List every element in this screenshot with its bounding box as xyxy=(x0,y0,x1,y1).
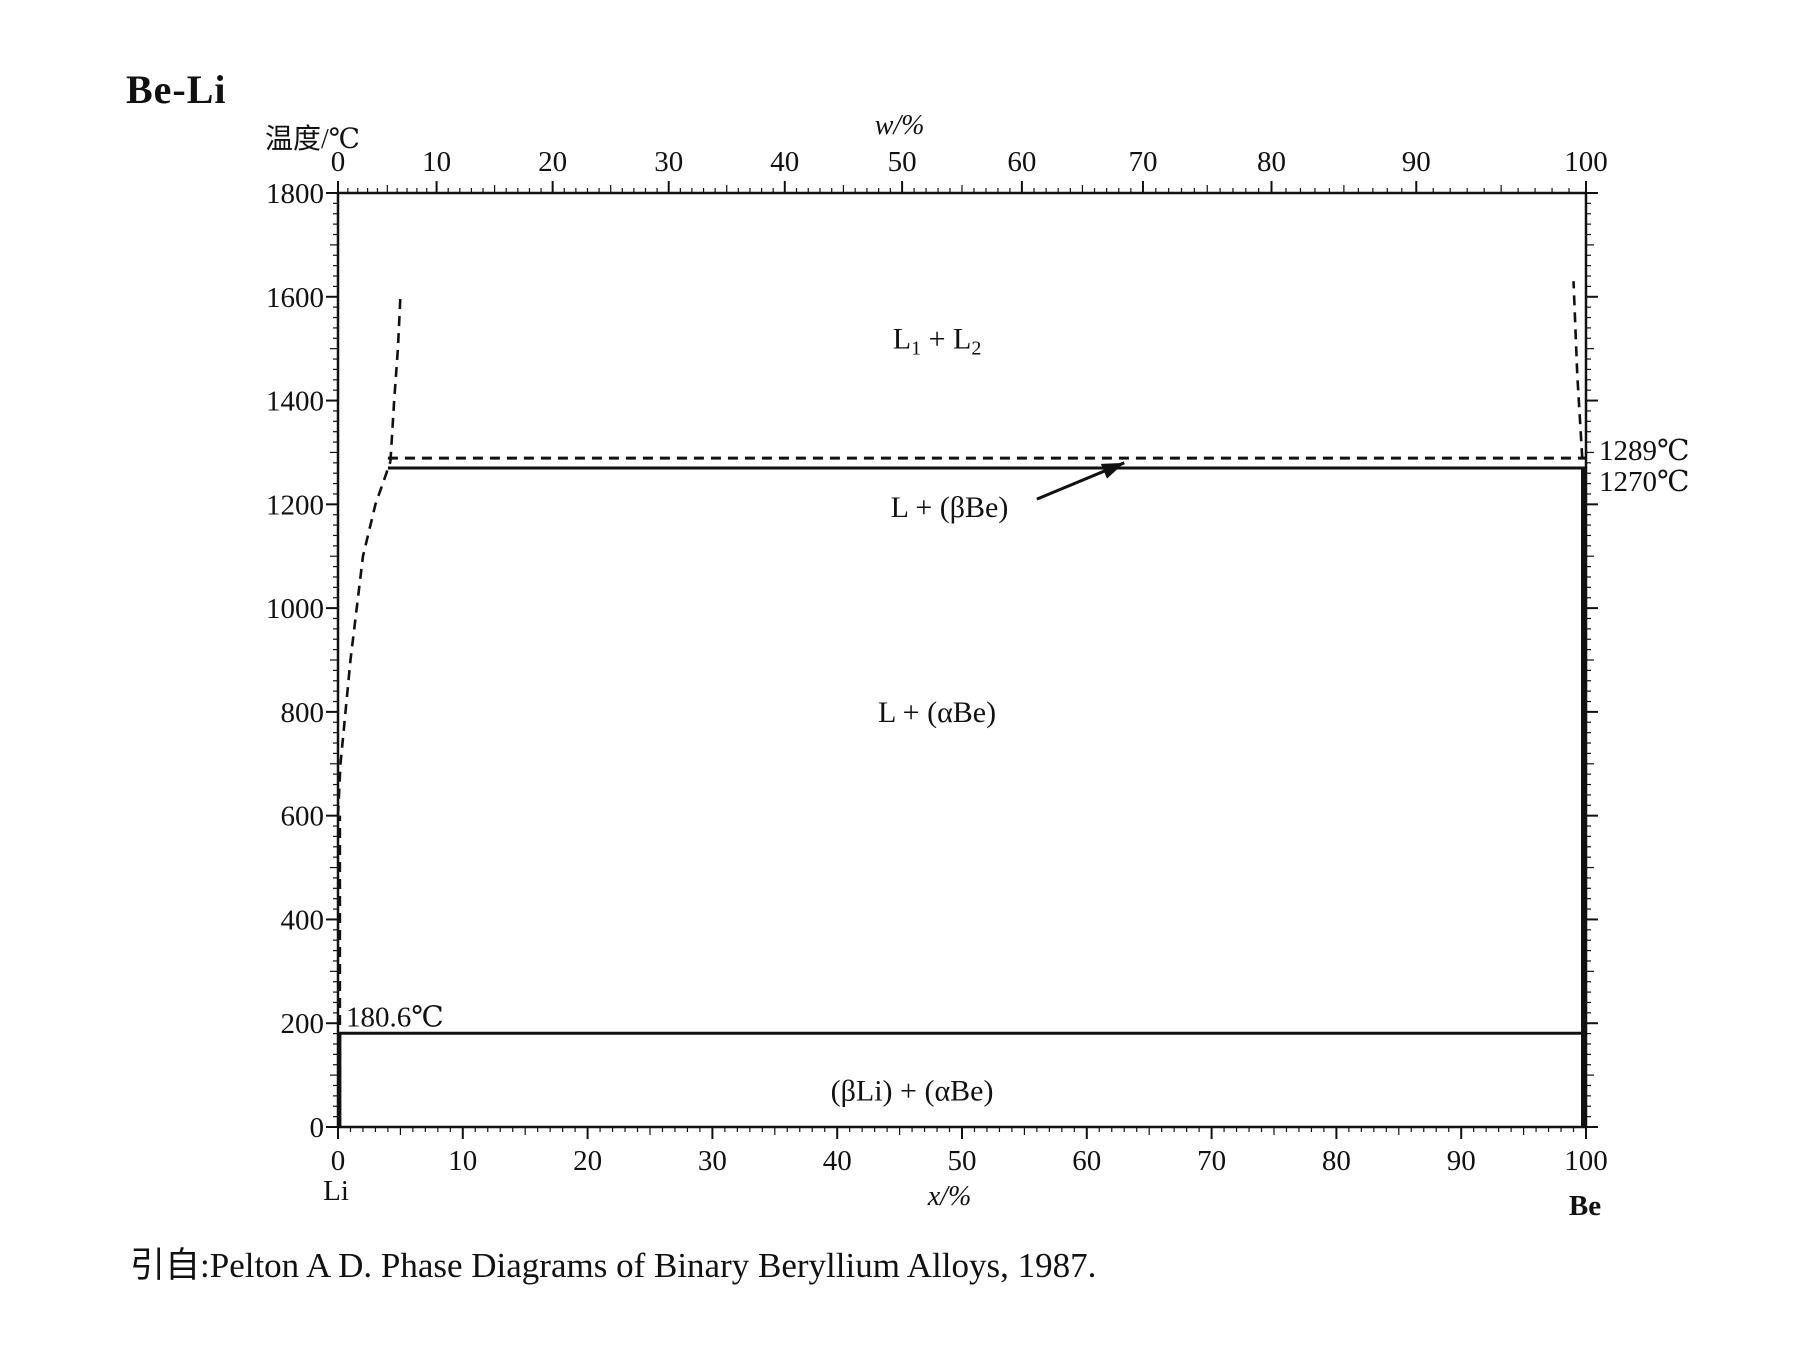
x-tick-label-top: 80 xyxy=(1257,146,1286,178)
x-tick-label-bottom: 30 xyxy=(698,1145,727,1177)
x-tick-label-bottom: 50 xyxy=(948,1145,977,1177)
x-tick-label-bottom: 60 xyxy=(1072,1145,1101,1177)
x-tick-label-top: 0 xyxy=(331,146,346,178)
y-axis-label: 温度/℃ xyxy=(265,123,360,155)
isotherm-label-180: 180.6℃ xyxy=(346,1001,444,1033)
x-tick-label-top: 100 xyxy=(1564,146,1608,178)
x-tick-label-top: 20 xyxy=(538,146,567,178)
miscibility-gap-left xyxy=(389,296,402,462)
x-tick-label-bottom: 20 xyxy=(573,1145,602,1177)
isotherm-label-1289: 1289℃ xyxy=(1599,435,1689,467)
axis-ticks xyxy=(326,181,1598,1139)
y-tick-label: 600 xyxy=(281,801,325,833)
x-tick-label-top: 10 xyxy=(422,146,451,178)
y-tick-label: 1200 xyxy=(266,489,324,521)
liquidus-left xyxy=(336,461,392,816)
y-tick-label: 800 xyxy=(281,697,325,729)
annotation-arrow-head xyxy=(1100,462,1125,479)
x-tick-label-bottom: 80 xyxy=(1322,1145,1351,1177)
phase-lines xyxy=(336,281,1587,1127)
isotherm-label-1270: 1270℃ xyxy=(1599,466,1689,498)
x-tick-label-bottom: 90 xyxy=(1447,1145,1476,1177)
x-tick-label-top: 70 xyxy=(1128,146,1157,178)
source-citation: 引自:Pelton A D. Phase Diagrams of Binary … xyxy=(130,1246,1097,1285)
y-tick-label: 1400 xyxy=(266,386,324,418)
region-label-l-beta-be: L + (βBe) xyxy=(891,491,1009,524)
chart-title: Be-Li xyxy=(126,67,227,112)
component-label-be: Be xyxy=(1569,1190,1601,1222)
y-tick-label: 1800 xyxy=(266,178,324,210)
x-tick-label-top: 60 xyxy=(1007,146,1036,178)
region-label-beta-li-alpha-be: (βLi) + (αBe) xyxy=(831,1075,994,1108)
region-label-l-alpha-be: L + (αBe) xyxy=(878,696,996,729)
x-axis-label-bottom: x/% xyxy=(927,1181,972,1212)
miscibility-gap-right xyxy=(1572,281,1584,459)
x-tick-label-top: 90 xyxy=(1402,146,1431,178)
y-tick-label: 1000 xyxy=(266,593,324,625)
x-tick-label-bottom: 70 xyxy=(1197,1145,1226,1177)
x-tick-label-bottom: 100 xyxy=(1564,1145,1608,1177)
y-tick-label: 400 xyxy=(281,904,325,936)
x-tick-label-bottom: 0 xyxy=(331,1145,346,1177)
component-label-li: Li xyxy=(323,1175,349,1207)
y-tick-label: 1600 xyxy=(266,282,324,314)
x-tick-label-bottom: 10 xyxy=(448,1145,477,1177)
x-tick-label-top: 50 xyxy=(888,146,917,178)
y-tick-label: 0 xyxy=(310,1112,325,1144)
region-label-l1-l2: L1 + L2 xyxy=(893,323,982,360)
x-tick-label-top: 40 xyxy=(770,146,799,178)
y-tick-label: 200 xyxy=(281,1008,325,1040)
x-axis-label-top: w/% xyxy=(875,110,925,141)
x-tick-label-top: 30 xyxy=(654,146,683,178)
x-tick-label-bottom: 40 xyxy=(823,1145,852,1177)
